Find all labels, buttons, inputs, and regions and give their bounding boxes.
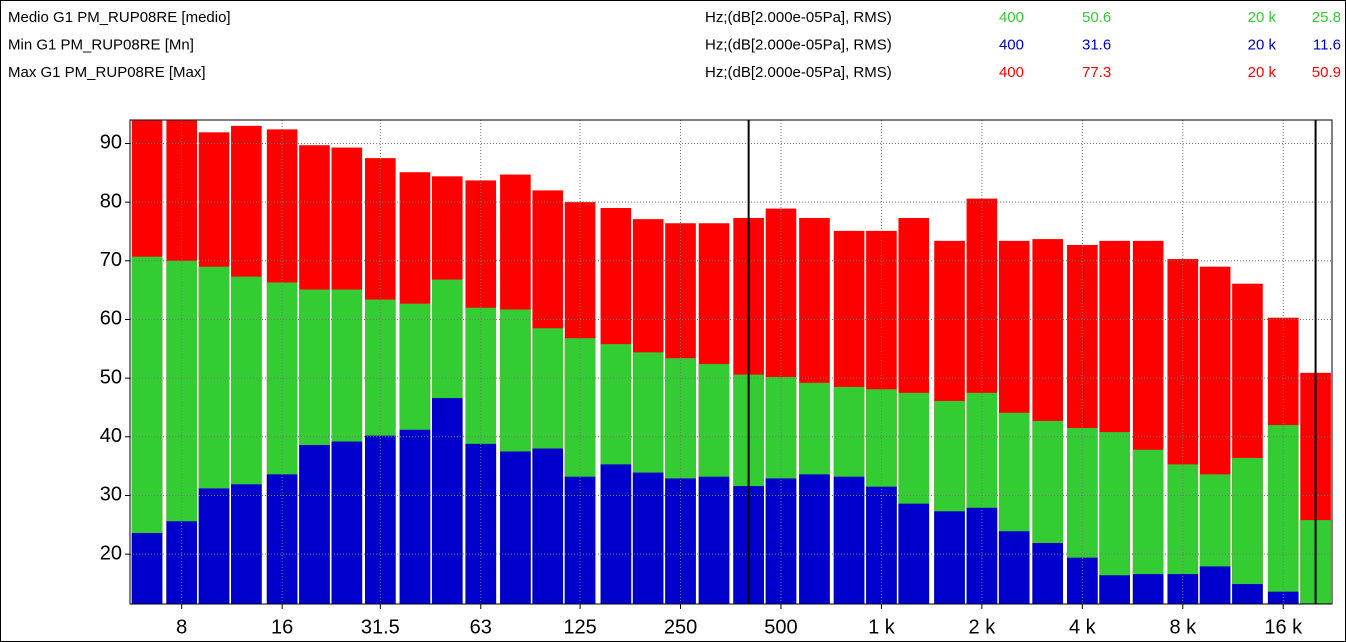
bar: [1267, 425, 1299, 604]
legend-name: Max G1 PM_RUP08RE [Max]: [8, 64, 206, 81]
legend-name: Medio G1 PM_RUP08RE [medio]: [8, 9, 231, 26]
y-tick-label: 20: [100, 542, 122, 564]
y-tick-label: 60: [100, 308, 122, 330]
legend-name: Min G1 PM_RUP08RE [Mn]: [8, 36, 194, 53]
bar: [765, 478, 797, 604]
bar: [198, 488, 230, 604]
x-tick-label: 2 k: [969, 616, 997, 638]
x-tick-label: 4 k: [1069, 616, 1097, 638]
cursor-label: 20 k: [1248, 9, 1277, 26]
bar: [1067, 557, 1098, 604]
bar: [331, 441, 363, 604]
y-tick-label: 30: [100, 484, 122, 506]
bar: [1099, 575, 1130, 604]
bar: [1132, 574, 1164, 604]
bar: [399, 429, 431, 604]
bar: [833, 476, 865, 604]
bar: [799, 474, 830, 604]
bar: [632, 472, 664, 604]
bar: [299, 445, 330, 604]
y-tick-label: 50: [100, 366, 122, 388]
bar: [131, 533, 163, 604]
bar: [431, 398, 463, 604]
cursor-value: 50.9: [1312, 64, 1341, 81]
y-tick-label: 90: [100, 132, 122, 154]
cursor-value: 31.6: [1082, 36, 1111, 53]
y-tick-label: 70: [100, 249, 122, 271]
cursor-label: 20 k: [1248, 36, 1277, 53]
x-tick-label: 8 k: [1169, 616, 1197, 638]
x-tick-label: 8: [176, 616, 187, 638]
bar: [866, 486, 897, 604]
x-tick-label: 31.5: [361, 616, 400, 638]
bar: [1199, 566, 1231, 604]
bar: [698, 476, 730, 604]
bar: [266, 474, 298, 604]
bar: [500, 451, 531, 604]
bar: [934, 511, 965, 604]
x-tick-label: 1 k: [868, 616, 896, 638]
bar: [665, 478, 696, 604]
bar: [1167, 574, 1199, 604]
bar: [1232, 584, 1263, 604]
y-tick-label: 40: [100, 425, 122, 447]
x-tick-label: 16 k: [1264, 616, 1303, 638]
bar: [465, 443, 497, 604]
legend-unit: Hz;(dB[2.000e-05Pa], RMS): [705, 9, 892, 26]
bar: [532, 448, 564, 604]
cursor-label: 400: [999, 64, 1024, 81]
x-tick-label: 500: [764, 616, 797, 638]
cursor-label: 20 k: [1248, 64, 1277, 81]
cursor-label: 400: [999, 9, 1024, 26]
cursor-value: 25.8: [1312, 9, 1341, 26]
x-tick-label: 63: [470, 616, 492, 638]
cursor-value: 11.6: [1313, 36, 1341, 53]
plot-frame: [129, 119, 1333, 605]
cursor-label: 400: [999, 36, 1024, 53]
bar: [998, 531, 1030, 604]
y-tick-label: 80: [100, 190, 122, 212]
cursor-value: 50.6: [1082, 9, 1111, 26]
bar: [1032, 542, 1064, 604]
x-tick-label: 125: [563, 616, 596, 638]
bar: [600, 464, 632, 604]
legend-unit: Hz;(dB[2.000e-05Pa], RMS): [705, 36, 892, 53]
cursor-value: 77.3: [1082, 64, 1111, 81]
bar: [1232, 457, 1263, 604]
x-tick-label: 250: [664, 616, 697, 638]
x-tick-label: 16: [271, 616, 293, 638]
bar: [166, 521, 198, 604]
bar: [231, 484, 262, 604]
legend-unit: Hz;(dB[2.000e-05Pa], RMS): [705, 64, 892, 81]
